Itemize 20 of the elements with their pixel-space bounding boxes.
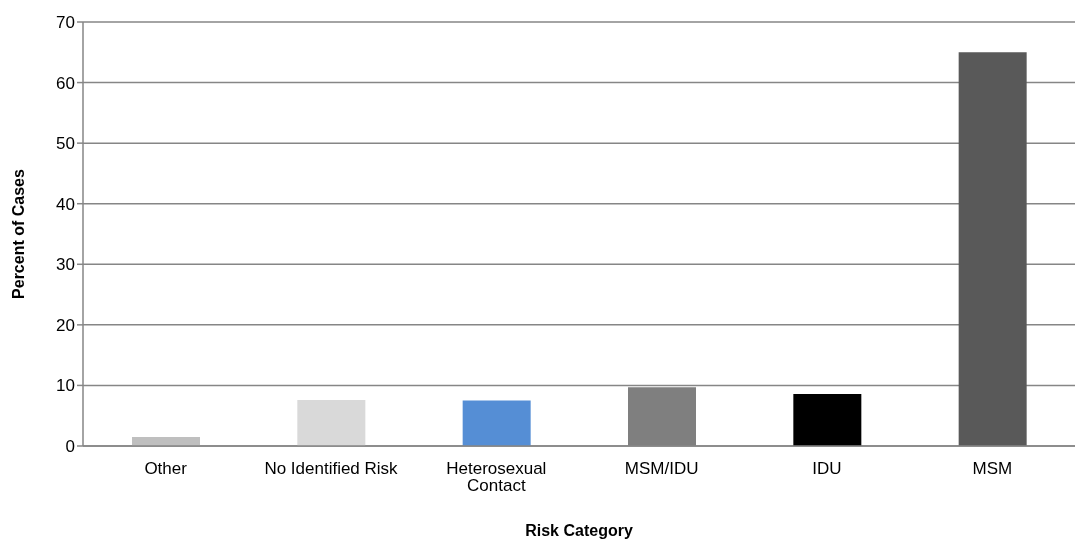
x-tick-label: MSM xyxy=(972,459,1013,479)
x-tick-label: Heterosexual Contact xyxy=(446,459,547,496)
bar xyxy=(462,400,531,446)
y-tick-label: 60 xyxy=(56,73,75,93)
y-tick-label: 20 xyxy=(56,315,75,335)
y-tick-label: 10 xyxy=(56,376,75,396)
bar xyxy=(793,393,862,446)
y-tick-label: 40 xyxy=(56,194,75,214)
y-tick-label: 30 xyxy=(56,255,75,275)
bar xyxy=(958,52,1027,446)
y-tick-label: 70 xyxy=(56,13,75,33)
bar xyxy=(297,399,366,446)
x-tick-label: No Identified Risk xyxy=(264,459,399,479)
y-axis-title: Percent of Cases xyxy=(9,168,27,299)
x-tick-label: Other xyxy=(144,459,188,479)
y-tick-label: 0 xyxy=(65,437,75,457)
x-tick-label: MSM/IDU xyxy=(624,459,699,479)
x-tick-label: IDU xyxy=(812,459,842,479)
x-axis-title: Risk Category xyxy=(525,522,633,539)
y-tick-label: 50 xyxy=(56,134,75,154)
